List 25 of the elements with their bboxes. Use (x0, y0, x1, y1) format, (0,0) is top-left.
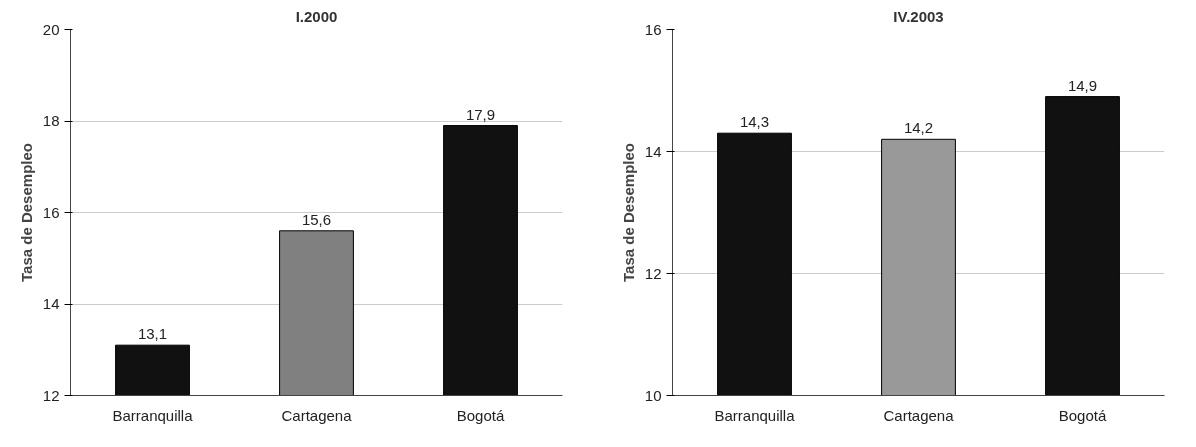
x-tick-label: Bogotá (1058, 406, 1107, 424)
y-tick-label: 10 (644, 386, 662, 404)
x-tick-label: Cartagena (281, 406, 353, 424)
data-label: 14,9 (1067, 76, 1098, 94)
chart-title: IV.2003 (893, 7, 944, 25)
y-tick-label: 12 (644, 264, 662, 282)
x-tick-label: Barranquilla (112, 406, 194, 424)
data-label: 14,2 (903, 119, 934, 137)
x-tick-label: Bogotá (456, 406, 505, 424)
y-tick-label: 18 (42, 112, 60, 129)
y-tick-label: 20 (42, 20, 60, 38)
y-tick-label: 14 (42, 295, 60, 312)
chart-title: I.2000 (295, 7, 338, 25)
x-tick-label: Barranquilla (714, 406, 796, 424)
y-axis-title: Tasa de Desempleo (619, 143, 637, 282)
y-tick-label: 16 (644, 20, 662, 38)
y-tick-label: 16 (42, 203, 60, 221)
y-tick-label: 14 (644, 142, 662, 160)
y-tick-label: 12 (42, 386, 60, 404)
data-label: 13,1 (137, 325, 168, 343)
data-label: 14,3 (739, 113, 770, 131)
data-label: 17,9 (465, 105, 496, 123)
data-label: 15,6 (301, 210, 332, 228)
x-tick-label: Cartagena (883, 406, 955, 424)
y-axis-title: Tasa de Desempleo (17, 143, 35, 282)
